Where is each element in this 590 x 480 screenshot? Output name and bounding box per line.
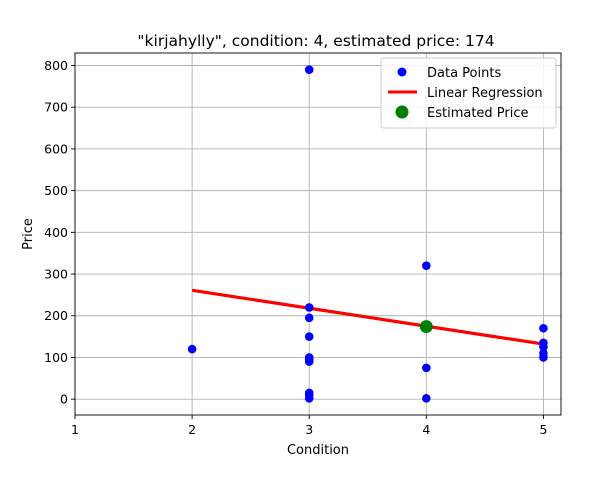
x-tick-label: 1: [71, 422, 79, 437]
y-tick-label: 800: [44, 58, 68, 73]
y-tick-label: 500: [44, 183, 68, 198]
data-point: [422, 261, 431, 270]
y-tick-label: 200: [44, 308, 68, 323]
legend: Data Points Linear Regression Estimated …: [380, 57, 557, 129]
estimated-price-point: [419, 320, 433, 334]
legend-estimated-price-marker: [395, 105, 409, 119]
data-point: [539, 342, 548, 352]
data-point: [304, 303, 314, 312]
x-tick-label: 2: [188, 422, 196, 437]
data-point: [422, 394, 431, 403]
y-axis-label: Price: [21, 218, 36, 250]
y-tick-label: 100: [44, 350, 68, 365]
data-point: [539, 323, 548, 333]
x-tick-label: 4: [422, 422, 430, 437]
data-point: [304, 65, 314, 74]
x-axis-label: Condition: [287, 443, 349, 458]
data-marks: [187, 65, 548, 403]
y-tick-label: 0: [60, 392, 68, 407]
legend-data-points-marker: [397, 67, 407, 77]
data-point: [304, 394, 314, 403]
x-tick-label: 5: [539, 422, 547, 437]
regression-line: [191, 288, 544, 346]
axis-ticks: 1 2 3 4 5 0 100 200 300 400 500 600 700 800: [44, 58, 547, 437]
data-point: [422, 363, 431, 373]
y-tick-label: 400: [44, 225, 68, 240]
data-point: [187, 344, 197, 354]
y-tick-label: 300: [44, 267, 68, 282]
legend-estimated-price-label: Estimated Price: [427, 106, 529, 121]
chart-title: "kirjahylly", condition: 4, estimated pr…: [137, 32, 494, 50]
data-point: [304, 357, 314, 366]
data-point: [539, 353, 548, 362]
legend-regression-label: Linear Regression: [427, 86, 543, 101]
y-tick-label: 600: [44, 141, 68, 156]
plot-frame: [74, 52, 562, 416]
data-point: [304, 332, 314, 341]
x-tick-label: 3: [305, 422, 313, 437]
legend-box: [380, 57, 557, 129]
data-point: [304, 313, 314, 323]
y-tick-label: 700: [44, 100, 68, 115]
legend-data-points-label: Data Points: [427, 66, 501, 81]
